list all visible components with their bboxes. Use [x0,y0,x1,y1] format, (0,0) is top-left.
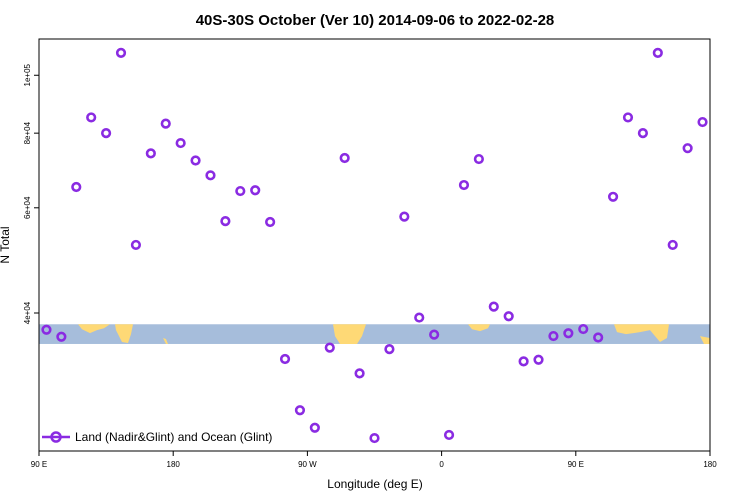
data-point [235,185,246,197]
data-point [145,148,156,159]
x-tick-label: 90 E [568,460,584,469]
y-tick-label: 8e+04 [23,121,32,144]
data-point [369,432,380,444]
data-point [309,422,320,433]
data-point [473,153,484,165]
data-point [265,216,276,228]
data-point [548,330,559,342]
data-point [324,342,335,353]
legend-marker [50,431,62,443]
x-tick-label: 90 E [31,460,47,469]
data-point [429,329,440,340]
data-point [175,137,186,149]
data-point [607,191,619,202]
data-point [637,128,649,139]
y-axis-label: N Total [0,226,12,263]
data-point [652,47,663,59]
data-point [578,323,589,335]
x-tick-label: 0 [439,460,444,469]
land-shape [700,336,710,344]
y-axis-ticks: 4e+04 6e+04 8e+04 1e+05 [23,63,39,324]
data-point [503,311,514,322]
data-point [593,332,604,343]
data-point [458,179,470,191]
data-point [130,239,142,251]
data-point [518,356,529,367]
land-shape [614,324,669,342]
land-shape [115,324,133,343]
data-points [41,47,708,444]
data-point [294,405,306,416]
data-point [414,312,425,323]
data-point [399,211,410,222]
plot-frame [38,38,711,452]
data-point [190,155,201,166]
data-point [220,216,231,227]
data-point [339,152,350,164]
legend-label: Land (Nadir&Glint) and Ocean (Glint) [75,430,272,444]
data-point [667,239,678,251]
data-point [160,118,171,129]
y-tick-label: 6e+04 [23,196,32,219]
y-tick-label: 1e+05 [23,63,32,86]
data-point [56,331,67,342]
data-point [86,112,97,123]
y-tick-label: 4e+04 [23,301,32,324]
land-shape [78,324,113,334]
data-point [100,128,112,139]
data-point [115,47,127,59]
data-point [622,112,634,123]
x-axis-ticks: 90 E 180 90 W 0 90 E 180 [31,451,717,469]
x-tick-label: 180 [703,460,717,469]
map-strip [39,324,710,344]
data-point [354,368,365,379]
chart-title: 40S-30S October (Ver 10) 2014-09-06 to 2… [196,12,555,29]
data-point [443,429,455,441]
data-point [71,181,82,193]
x-tick-label: 90 W [298,460,317,469]
legend: Land (Nadir&Glint) and Ocean (Glint) [42,430,272,444]
data-point [279,353,291,365]
data-point [697,116,708,128]
land-shape [163,338,168,344]
data-point [563,328,574,339]
data-point [682,143,693,154]
data-point [533,354,544,365]
x-axis-label: Longitude (deg E) [327,477,422,491]
land-shape [333,324,366,344]
data-point [205,170,216,181]
ocean-band [39,324,710,344]
data-point [250,185,261,196]
data-point [41,324,52,335]
data-point [488,301,499,312]
x-tick-label: 180 [167,460,181,469]
data-point [384,344,395,355]
land-shape [468,324,490,332]
